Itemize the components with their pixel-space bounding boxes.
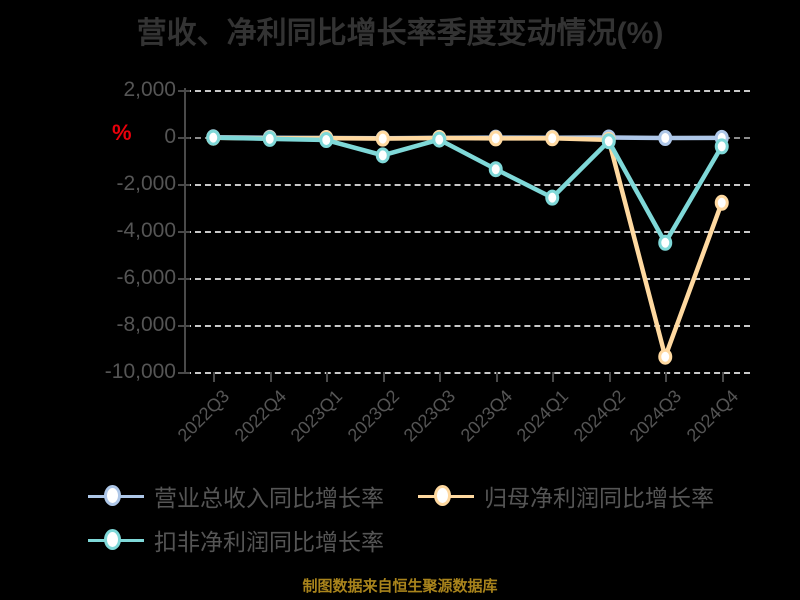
x-axis-tick-label: 2024Q2 xyxy=(569,386,629,446)
gridline xyxy=(185,184,750,186)
x-axis-tick-mark xyxy=(608,372,611,382)
legend-row-1: 营业总收入同比增长率 归母净利润同比增长率 xyxy=(88,474,768,518)
y-axis-tick-mark xyxy=(178,231,190,233)
gridline xyxy=(185,278,750,280)
y-axis-tick-label: -4,000 xyxy=(116,219,176,242)
x-axis-tick-label: 2023Q2 xyxy=(343,386,403,446)
legend-marker-revenue-growth xyxy=(88,483,144,509)
gridline xyxy=(185,90,750,92)
y-axis-tick-label: -2,000 xyxy=(116,172,176,195)
x-axis-tick-label: 2023Q1 xyxy=(286,386,347,446)
legend-marker-deducted-net-profit-growth xyxy=(88,527,144,553)
legend-item-deducted-net-profit-growth[interactable]: 扣非净利润同比增长率 xyxy=(88,523,418,557)
legend-label-revenue-growth: 营业总收入同比增长率 xyxy=(154,485,384,511)
x-axis-tick-label: 2023Q3 xyxy=(399,386,460,446)
x-axis-tick-mark xyxy=(495,372,498,382)
legend-dot-net-profit-growth xyxy=(434,485,451,506)
y-axis-tick-labels: 2,000 0 -2,000 -4,000 -6,000 -8,000 -10,000 xyxy=(58,78,176,383)
gridline xyxy=(185,137,750,139)
y-axis-tick-label: -8,000 xyxy=(116,313,176,336)
legend-label-net-profit-growth: 归母净利润同比增长率 xyxy=(484,485,714,511)
legend-item-revenue-growth[interactable]: 营业总收入同比增长率 xyxy=(88,479,418,513)
x-axis-tick-mark xyxy=(721,372,724,382)
x-axis-tick-label: 2022Q3 xyxy=(173,386,234,446)
plot-area xyxy=(185,90,750,374)
legend-item-net-profit-growth[interactable]: 归母净利润同比增长率 xyxy=(418,479,714,513)
footer-source-note: 制图数据来自恒生聚源数据库 xyxy=(302,578,498,595)
legend-label-deducted-net-profit-growth: 扣非净利润同比增长率 xyxy=(154,529,384,555)
legend-dot-deducted-net-profit-growth xyxy=(104,529,121,550)
y-axis-tick-mark xyxy=(178,184,190,186)
gridline xyxy=(185,325,750,327)
x-axis-tick-label: 2023Q4 xyxy=(456,386,516,446)
gridline xyxy=(185,231,750,233)
x-axis-tick-mark xyxy=(382,372,385,382)
x-axis-tick-mark xyxy=(269,372,272,382)
legend-row-2: 扣非净利润同比增长率 xyxy=(88,518,768,562)
y-axis-tick-mark xyxy=(178,137,190,139)
y-axis-tick-label: -10,000 xyxy=(104,360,176,383)
y-axis-tick-label: -6,000 xyxy=(116,266,176,289)
y-axis-tick-label: 2,000 xyxy=(123,78,176,101)
x-axis-tick-mark xyxy=(665,372,668,382)
gridline xyxy=(185,372,750,374)
x-axis-tick-label: 2024Q1 xyxy=(512,386,573,446)
y-axis-tick-mark xyxy=(178,90,190,92)
y-axis-tick-mark xyxy=(178,278,190,280)
y-axis-tick-mark xyxy=(178,372,190,374)
chart-title: 营收、净利同比增长率季度变动情况(%) xyxy=(136,17,664,50)
y-axis-tick-label: 0 xyxy=(164,125,176,148)
y-axis-tick-mark xyxy=(178,325,190,327)
x-axis-tick-mark xyxy=(439,372,442,382)
legend-marker-net-profit-growth xyxy=(418,483,474,509)
x-axis-tick-label: 2024Q4 xyxy=(682,386,742,446)
chart-legend: 营业总收入同比增长率 归母净利润同比增长率 扣非净利润同比增长率 xyxy=(88,474,768,562)
x-axis-tick-mark xyxy=(326,372,329,382)
x-axis-tick-label: 2024Q3 xyxy=(625,386,686,446)
x-axis-tick-label: 2022Q4 xyxy=(230,386,290,446)
y-axis-unit-label: % xyxy=(112,120,132,145)
x-axis-tick-mark xyxy=(552,372,555,382)
x-axis-tick-mark xyxy=(213,372,216,382)
legend-dot-revenue-growth xyxy=(104,485,121,506)
